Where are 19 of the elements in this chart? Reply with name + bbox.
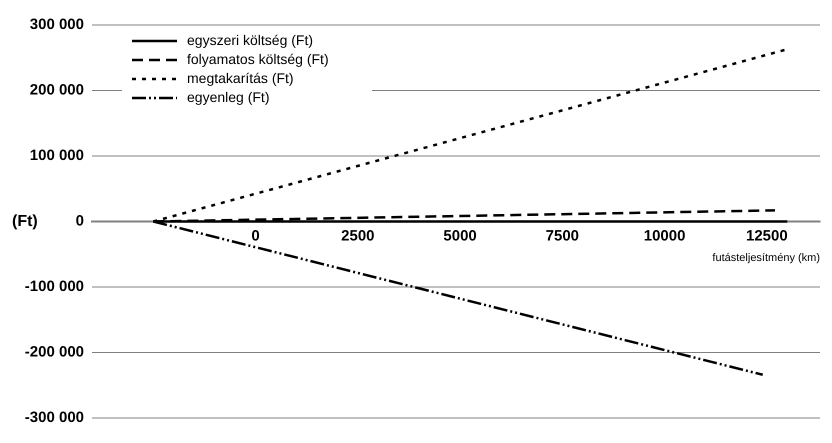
y-tick-label: -300 000: [24, 409, 84, 426]
y-tick-label: 100 000: [30, 147, 84, 164]
y-tick-label: -100 000: [24, 278, 84, 296]
y-tick-label: 0: [76, 212, 84, 230]
y-axis-title: (Ft): [12, 212, 38, 230]
legend-label: folyamatos költség (Ft): [187, 50, 329, 67]
x-tick-label: 7500: [546, 228, 580, 245]
legend-label: egyszeri költség (Ft): [187, 32, 314, 48]
x-tick-label: 2500: [341, 228, 375, 245]
y-tick-label: -200 000: [24, 344, 84, 361]
x-axis-title: futásteljesítmény (km): [712, 252, 820, 264]
x-tick-label: 5000: [443, 228, 477, 245]
y-tick-label: 200 000: [30, 82, 84, 99]
x-tick-label: 12500: [746, 228, 788, 245]
x-tick-label: 0: [251, 228, 260, 245]
legend-label: megtakarítás (Ft): [187, 70, 294, 86]
x-tick-label: 10000: [644, 228, 686, 245]
y-tick-label: 300 000: [30, 16, 84, 34]
legend-label: egyenleg (Ft): [187, 88, 270, 105]
